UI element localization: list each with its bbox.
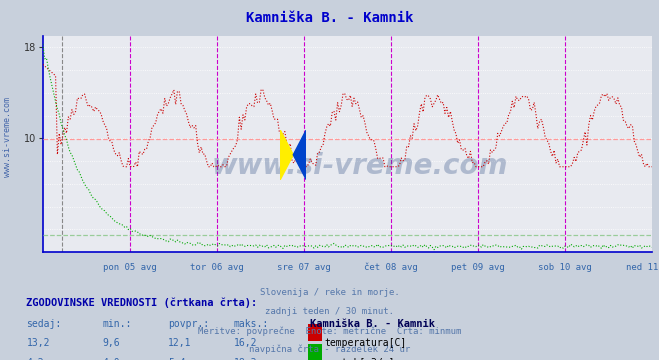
Text: temperatura[C]: temperatura[C] [324, 338, 407, 348]
Text: pon 05 avg: pon 05 avg [103, 263, 157, 272]
Text: pretok[m3/s]: pretok[m3/s] [324, 358, 395, 360]
Polygon shape [280, 130, 293, 180]
Text: čet 08 avg: čet 08 avg [364, 263, 418, 272]
Text: tor 06 avg: tor 06 avg [190, 263, 244, 272]
Text: 12,1: 12,1 [168, 338, 192, 348]
Text: pet 09 avg: pet 09 avg [451, 263, 505, 272]
Polygon shape [293, 130, 306, 180]
Text: maks.:: maks.: [234, 319, 269, 329]
Text: Kamniška B. - Kamnik: Kamniška B. - Kamnik [310, 319, 435, 329]
Text: sedaj:: sedaj: [26, 319, 61, 329]
Text: 9,6: 9,6 [102, 338, 120, 348]
Text: povpr.:: povpr.: [168, 319, 209, 329]
Text: sre 07 avg: sre 07 avg [277, 263, 331, 272]
Text: Kamniška B. - Kamnik: Kamniška B. - Kamnik [246, 11, 413, 25]
Text: 18,3: 18,3 [234, 358, 258, 360]
Text: min.:: min.: [102, 319, 132, 329]
Text: 4,0: 4,0 [102, 358, 120, 360]
Text: ZGODOVINSKE VREDNOSTI (črtkana črta):: ZGODOVINSKE VREDNOSTI (črtkana črta): [26, 297, 258, 307]
Text: navpična črta - razdelek 24 ur: navpična črta - razdelek 24 ur [249, 344, 410, 354]
Text: Meritve: povprečne  Enote: metrične  Črta: minmum: Meritve: povprečne Enote: metrične Črta:… [198, 325, 461, 336]
Text: zadnji teden / 30 minut.: zadnji teden / 30 minut. [265, 307, 394, 316]
Text: 4,2: 4,2 [26, 358, 44, 360]
Text: sob 10 avg: sob 10 avg [538, 263, 592, 272]
Text: ned 11 avg: ned 11 avg [625, 263, 659, 272]
Text: Slovenija / reke in morje.: Slovenija / reke in morje. [260, 288, 399, 297]
Text: www.si-vreme.com: www.si-vreme.com [3, 97, 13, 177]
Text: www.si-vreme.com: www.si-vreme.com [212, 152, 508, 180]
Text: 5,4: 5,4 [168, 358, 186, 360]
Text: 13,2: 13,2 [26, 338, 50, 348]
Text: 16,2: 16,2 [234, 338, 258, 348]
